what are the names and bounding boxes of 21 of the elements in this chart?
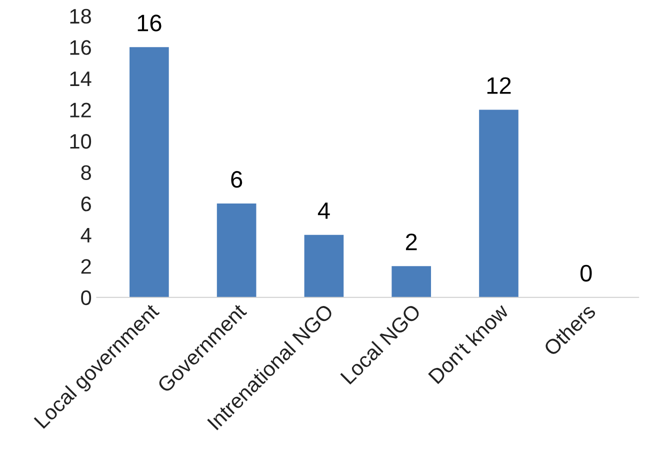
y-tick-label: 12 xyxy=(70,102,91,118)
bar xyxy=(392,266,432,298)
y-tick-label: 14 xyxy=(70,72,92,86)
data-label: 2 xyxy=(406,234,417,250)
data-label: 12 xyxy=(487,77,511,94)
bar xyxy=(216,204,256,298)
bar xyxy=(304,234,344,298)
y-tick-label: 2 xyxy=(81,259,91,274)
bar xyxy=(479,110,518,298)
y-tick-label: 4 xyxy=(80,228,92,242)
y-tick-label: 6 xyxy=(81,196,91,212)
y-tick-label: 16 xyxy=(70,40,91,55)
y-tick-label: 0 xyxy=(81,290,92,306)
data-label: 0 xyxy=(580,264,592,282)
data-label: 6 xyxy=(231,171,242,188)
y-tick-label: 18 xyxy=(70,8,91,24)
data-label: 4 xyxy=(318,202,330,219)
data-label: 16 xyxy=(138,14,162,32)
bar xyxy=(130,47,169,298)
y-tick-label: 8 xyxy=(81,165,91,180)
y-tick-label: 10 xyxy=(70,134,92,149)
